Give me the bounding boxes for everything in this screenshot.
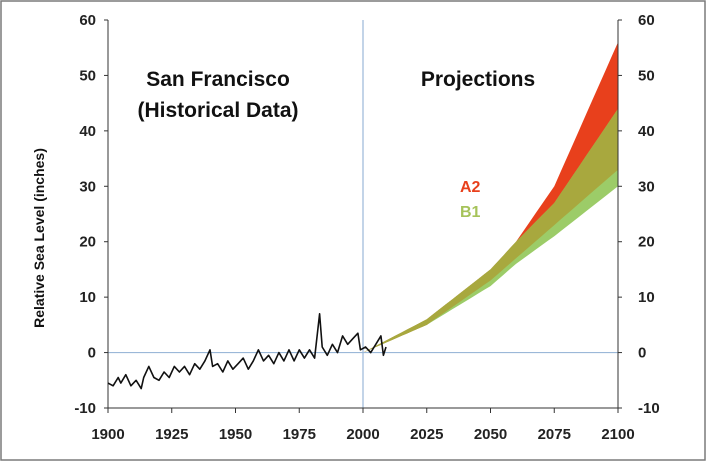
y-tick-label-left: 10 <box>79 289 96 306</box>
y-tick-label-left: 40 <box>79 123 96 140</box>
x-tick-label: 1950 <box>219 426 252 443</box>
y-tick-label-left: 30 <box>79 178 96 195</box>
x-tick-label: 2075 <box>538 426 571 443</box>
y-tick-label-right: 10 <box>638 289 655 306</box>
series-label-a2: A2 <box>460 179 481 196</box>
x-tick-label: 1975 <box>283 426 316 443</box>
annotation-projections: Projections <box>421 68 535 91</box>
historical-series-line <box>107 312 387 390</box>
y-tick-label-right: 40 <box>638 123 655 140</box>
y-tick-label-right: 0 <box>638 345 646 362</box>
annotation-historical-line1: San Francisco <box>146 68 290 91</box>
y-axis-label: Relative Sea Level (inches) <box>31 148 47 328</box>
x-tick-label: 2100 <box>601 426 634 443</box>
y-tick-label-left: 50 <box>79 67 96 84</box>
y-tick-label-right: 20 <box>638 234 655 251</box>
y-tick-label-left: -10 <box>74 400 96 417</box>
x-tick-label: 2000 <box>346 426 379 443</box>
y-tick-label-left: 20 <box>79 234 96 251</box>
y-tick-label-right: 30 <box>638 178 655 195</box>
series-label-b1: B1 <box>460 204 481 221</box>
x-tick-label: 2050 <box>474 426 507 443</box>
x-tick-label: 1925 <box>155 426 188 443</box>
annotation-historical-line2: (Historical Data) <box>137 99 298 122</box>
y-tick-label-right: 50 <box>638 67 655 84</box>
x-tick-label: 2025 <box>410 426 443 443</box>
x-tick-label: 1900 <box>91 426 124 443</box>
y-tick-label-left: 0 <box>88 345 96 362</box>
y-tick-label-right: -10 <box>638 400 660 417</box>
y-tick-label-left: 60 <box>79 12 96 29</box>
y-tick-label-right: 60 <box>638 12 655 29</box>
plot-layer: -10 -10 0 0 10 10 20 20 30 30 40 40 50 50 60 60 1900 1925… <box>74 12 659 443</box>
